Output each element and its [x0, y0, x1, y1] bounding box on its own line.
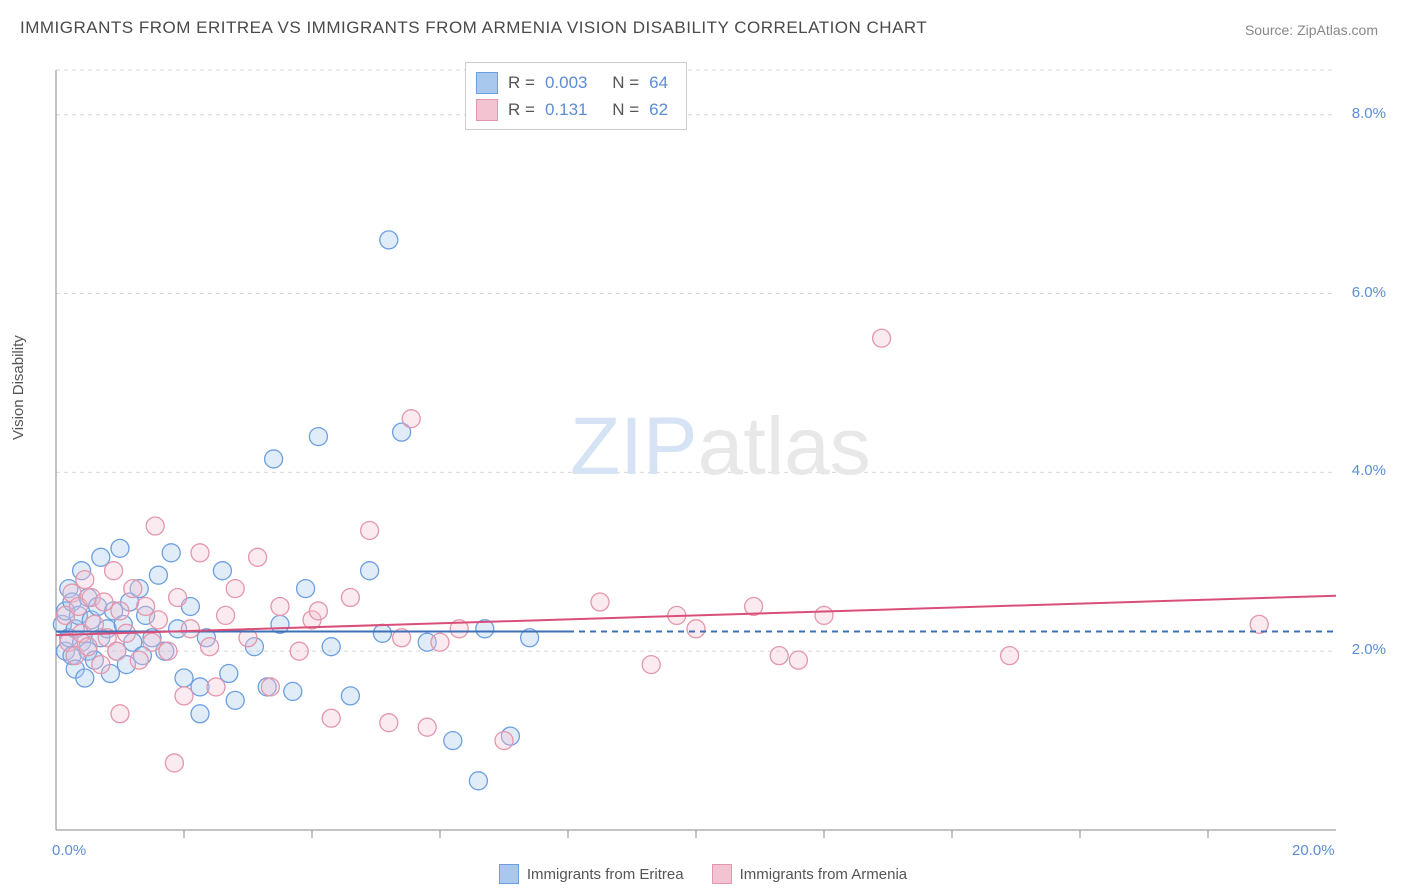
legend-label-armenia: Immigrants from Armenia — [740, 866, 908, 883]
stats-row-armenia: R = 0.131 N = 62 — [476, 96, 668, 123]
r-label: R = — [508, 96, 535, 123]
legend-swatch-armenia — [712, 864, 732, 884]
y-tick-label: 2.0% — [1352, 641, 1386, 658]
chart-title: IMMIGRANTS FROM ERITREA VS IMMIGRANTS FR… — [20, 18, 927, 38]
n-label: N = — [612, 69, 639, 96]
legend-bottom: Immigrants from Eritrea Immigrants from … — [0, 864, 1406, 884]
n-label: N = — [612, 96, 639, 123]
r-label: R = — [508, 69, 535, 96]
legend-item-eritrea: Immigrants from Eritrea — [499, 864, 684, 884]
legend-item-armenia: Immigrants from Armenia — [712, 864, 908, 884]
stats-legend-box: R = 0.003 N = 64 R = 0.131 N = 62 — [465, 62, 687, 130]
chart-area — [48, 60, 1348, 840]
scatter-chart — [48, 60, 1348, 840]
n-value-eritrea: 64 — [649, 69, 668, 96]
source-attribution: Source: ZipAtlas.com — [1245, 22, 1378, 38]
r-value-eritrea: 0.003 — [545, 69, 588, 96]
y-tick-label: 4.0% — [1352, 462, 1386, 479]
r-value-armenia: 0.131 — [545, 96, 588, 123]
legend-label-eritrea: Immigrants from Eritrea — [527, 866, 684, 883]
swatch-eritrea — [476, 72, 498, 94]
x-tick-label: 20.0% — [1292, 842, 1335, 859]
y-tick-label: 8.0% — [1352, 105, 1386, 122]
y-tick-label: 6.0% — [1352, 284, 1386, 301]
stats-row-eritrea: R = 0.003 N = 64 — [476, 69, 668, 96]
legend-swatch-eritrea — [499, 864, 519, 884]
swatch-armenia — [476, 99, 498, 121]
n-value-armenia: 62 — [649, 96, 668, 123]
y-axis-label: Vision Disability — [10, 335, 27, 440]
x-tick-label: 0.0% — [52, 842, 86, 859]
